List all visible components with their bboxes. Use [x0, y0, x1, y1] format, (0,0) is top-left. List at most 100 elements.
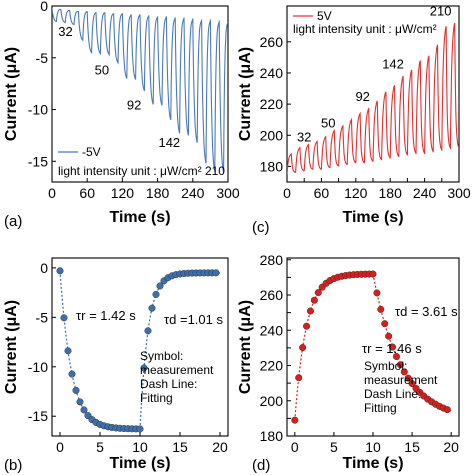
- x-tick-label: 5: [330, 439, 338, 455]
- measurement-point: [140, 364, 148, 372]
- panel-d: 0 5 10 15 20 180 200 220 240 260 280 Time (s) Curren…: [237, 252, 460, 474]
- legend-note-line: measurement: [364, 373, 438, 387]
- panel-label: (a): [4, 213, 22, 230]
- y-tick-label: 220: [260, 358, 284, 374]
- legend-note-line: measurement: [140, 363, 214, 377]
- measurement-point: [144, 327, 152, 335]
- measurement-point: [314, 289, 322, 297]
- x-tick-label: 10: [132, 439, 148, 455]
- y-tick-label: 280: [260, 252, 284, 268]
- intensity-label: 50: [95, 62, 109, 77]
- fitting-dash-line: [59, 270, 140, 430]
- legend-note-line: Fitting: [364, 401, 397, 415]
- measurement-point: [68, 370, 76, 378]
- measurement-point: [377, 305, 385, 313]
- x-tick-label: 180: [379, 185, 403, 201]
- y-tick-label: -15: [28, 153, 48, 169]
- measurement-point: [291, 416, 299, 424]
- x-tick-label: 15: [172, 439, 188, 455]
- y-tick-label: -5: [36, 309, 49, 325]
- legend-label: -5V: [82, 145, 101, 159]
- x-tick-label: 0: [48, 185, 56, 201]
- x-tick-label: 120: [344, 185, 368, 201]
- y-tick-label: 200: [260, 393, 284, 409]
- measurement-point: [443, 406, 451, 414]
- series-line: [287, 22, 459, 175]
- measurement-point: [303, 322, 311, 330]
- measurement-point: [212, 269, 220, 277]
- measurement-point: [80, 406, 88, 414]
- measurement-point: [72, 386, 80, 394]
- intensity-label: 92: [355, 89, 369, 104]
- x-axis-label: Time (s): [342, 209, 403, 226]
- legend-note-line: Dash Line:: [364, 387, 421, 401]
- measurement-point: [306, 307, 314, 315]
- measurement-point: [148, 304, 156, 312]
- legend-note-line: Dash Line:: [140, 377, 197, 391]
- y-tick-label: -10: [28, 359, 48, 375]
- intensity-label: 142: [382, 56, 404, 71]
- intensity-label: 92: [127, 98, 141, 113]
- measurement-point: [385, 332, 393, 340]
- intensity-label: 32: [297, 130, 311, 145]
- y-axis-label: Current (μA): [3, 300, 20, 394]
- decay-time-label: τd =1.01 s: [164, 312, 223, 327]
- axes-frame: [51, 5, 229, 183]
- measurement-point: [400, 368, 408, 376]
- measurement-point: [396, 361, 404, 369]
- measurement-point: [389, 343, 397, 351]
- x-tick-label: 120: [111, 185, 135, 201]
- decay-time-label: τd = 3.61 s: [395, 304, 458, 319]
- y-tick-label: -10: [28, 102, 48, 118]
- rise-time-label: τr = 1.42 s: [76, 308, 136, 323]
- x-tick-label: 5: [96, 439, 104, 455]
- fitting-dash-line: [294, 273, 373, 421]
- y-axis-label: Current (μA): [237, 47, 254, 141]
- x-axis-label: Time (s): [342, 455, 403, 472]
- y-tick-label: 240: [260, 65, 284, 81]
- y-axis-label: Current (μA): [3, 47, 20, 141]
- measurement-point: [156, 282, 164, 290]
- y-tick-label: 180: [260, 158, 284, 174]
- panel-label: (b): [4, 457, 22, 474]
- legend-note-line: Symbol:: [140, 349, 183, 363]
- intensity-label: 210: [430, 3, 452, 18]
- x-tick-label: 15: [404, 439, 420, 455]
- x-axis-label: Time (s): [109, 209, 170, 226]
- measurement-point: [295, 374, 303, 382]
- legend-note-line: Symbol:: [364, 359, 407, 373]
- rise-time-label: τr = 1.46 s: [362, 341, 422, 356]
- y-axis-label: Current (μA): [237, 300, 254, 394]
- y-tick-label: 260: [260, 34, 284, 50]
- y-tick-label: 240: [260, 322, 284, 338]
- intensity-label: 50: [321, 115, 335, 130]
- x-tick-label: 240: [413, 185, 437, 201]
- y-tick-label: -5: [36, 50, 49, 66]
- measurement-point: [64, 347, 72, 355]
- light-intensity-note: light intensity unit : μW/cm²: [293, 22, 437, 36]
- axes-frame: [51, 257, 229, 437]
- measurement-point: [404, 374, 412, 382]
- y-tick-label: 200: [260, 127, 284, 143]
- x-tick-label: 180: [146, 185, 170, 201]
- measurement-point: [76, 398, 84, 406]
- x-tick-label: 0: [283, 185, 291, 201]
- measurement-point: [369, 270, 377, 278]
- measurement-point: [392, 352, 400, 360]
- measurement-point: [299, 344, 307, 352]
- x-tick-label: 300: [447, 185, 471, 201]
- y-tick-label: -15: [28, 408, 48, 424]
- x-tick-label: 240: [181, 185, 205, 201]
- legend-note-line: Fitting: [140, 391, 173, 405]
- x-tick-label: 60: [314, 185, 330, 201]
- y-tick-label: 180: [260, 428, 284, 444]
- series-line: [52, 8, 228, 173]
- measurement-point: [381, 320, 389, 328]
- intensity-label: 32: [58, 24, 72, 39]
- measurement-point: [152, 290, 160, 298]
- y-tick-label: 220: [260, 96, 284, 112]
- intensity-label: 142: [158, 135, 180, 150]
- measurement-point: [408, 380, 416, 388]
- panel-label: (c): [252, 219, 270, 236]
